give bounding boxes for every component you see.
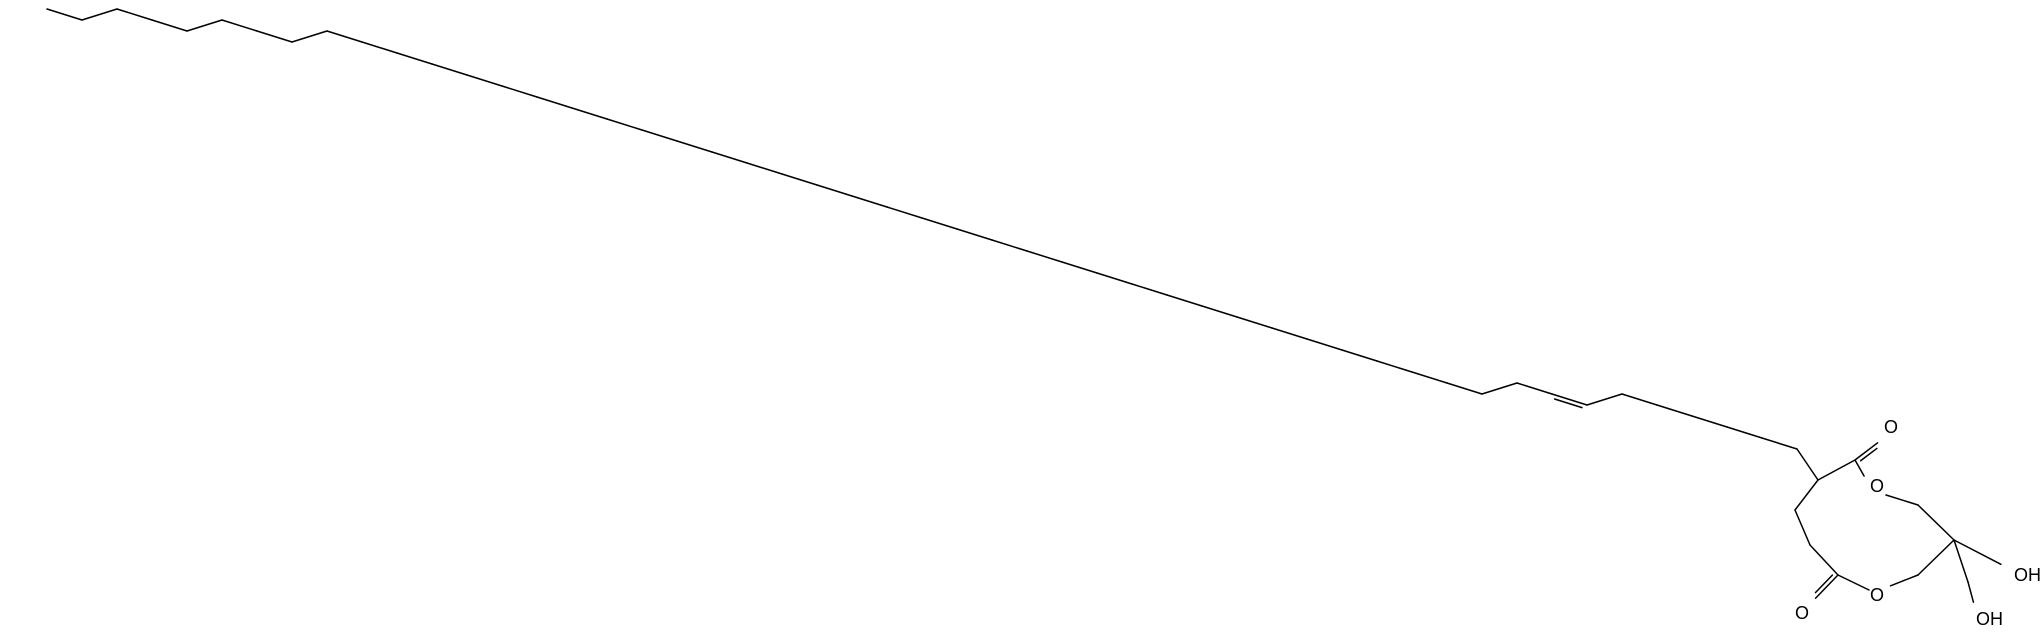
svg-text:O: O — [1870, 585, 1884, 605]
molecule-diagram: O O O O OH OH — [0, 0, 2043, 637]
svg-text:O: O — [1884, 417, 1898, 437]
svg-text:O: O — [1795, 603, 1809, 623]
svg-text:O: O — [1870, 476, 1884, 496]
svg-text:OH: OH — [1976, 609, 2003, 629]
svg-text:OH: OH — [2014, 565, 2041, 585]
